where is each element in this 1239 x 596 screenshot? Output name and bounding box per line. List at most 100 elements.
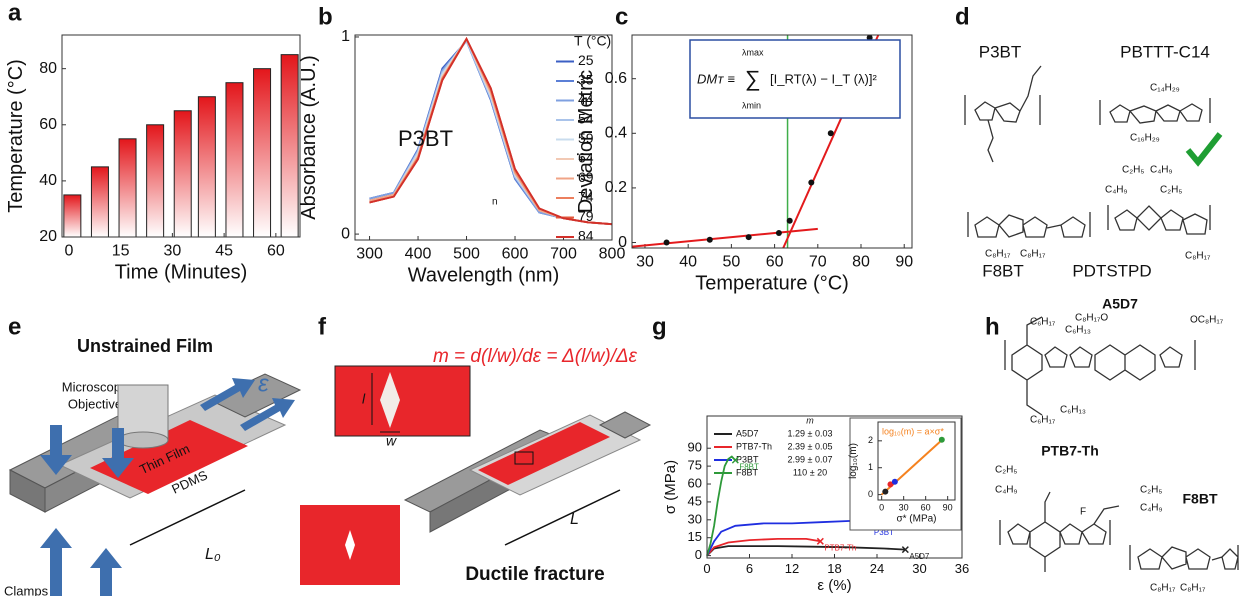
panel-label: b: [318, 3, 333, 30]
side-chain: C₂H₅: [995, 465, 1017, 476]
legend-label: 54: [578, 111, 594, 127]
side-chain: C₈H₁₇: [985, 249, 1011, 260]
plot-frame: [354, 34, 613, 241]
x-tick-label: 500: [453, 246, 480, 263]
panel-label: d: [955, 3, 970, 30]
x-tick-label: 18: [827, 561, 841, 576]
legend-label: 25: [578, 52, 594, 68]
bar: [280, 54, 299, 238]
strain-arrow: [200, 378, 255, 411]
polymer-name: PBTTT-C14: [1120, 42, 1210, 61]
y-axis-label: Temperature (°C): [5, 59, 27, 213]
legend-label: 84: [578, 228, 594, 244]
legend-label: 69: [578, 169, 594, 185]
equation-box: [689, 39, 901, 119]
point: [775, 229, 782, 236]
equation: λmin: [742, 100, 761, 110]
thin-film: [478, 422, 610, 485]
legend-title: T (°C): [574, 33, 611, 49]
x-tick-label: 30: [899, 502, 909, 512]
x-tick-label: 60: [921, 502, 931, 512]
end-marker: [731, 456, 739, 464]
x-tick-label: 30: [912, 561, 926, 576]
point: [866, 34, 873, 41]
side-chain: C₈H₁₇: [1180, 583, 1206, 594]
polymer-name: PDTSTPD: [1072, 261, 1151, 280]
side-chain: C₄H₉: [1140, 503, 1163, 514]
y-tick-label: 0.4: [605, 125, 627, 142]
y-tick-label: 0: [618, 234, 627, 251]
legend-label: P3BT: [736, 454, 759, 464]
plot-frame: [61, 34, 301, 238]
molecule-label: P3BT: [398, 126, 453, 151]
side-chain: C₆H₁₇: [1030, 415, 1056, 426]
point: [938, 436, 945, 443]
clamp-arrow: [90, 548, 122, 596]
x-tick-label: 15: [112, 243, 130, 260]
end-label: A5D7: [909, 552, 930, 561]
end-marker: [901, 546, 909, 554]
point: [887, 481, 894, 488]
side-chain: C₂H₅: [1160, 185, 1182, 196]
structure: [1107, 205, 1211, 235]
end-marker: [816, 537, 824, 545]
panel-e: Unstrained Film Microscope Objective Thi…: [4, 336, 302, 596]
point: [891, 478, 898, 485]
legend-value: 110 ± 20: [793, 467, 827, 477]
structure: [1004, 316, 1196, 416]
x-axis-label: Temperature (°C): [695, 273, 849, 295]
fit-line: [631, 227, 818, 248]
side-chain: C₆H₁₃: [1065, 325, 1091, 336]
structure: [999, 491, 1120, 572]
panel-f: m = d(l/w)/dε = Δ(l/w)/Δε l w L Ductile …: [300, 346, 652, 585]
side-chain: C₆H₁₃: [1060, 405, 1086, 416]
length-arrow: [504, 489, 621, 546]
equation: λmax: [742, 47, 764, 57]
y-tick-label: 30: [688, 511, 702, 526]
y-tick-label: 1: [868, 462, 873, 472]
structure: [1099, 98, 1211, 125]
panel-label: h: [985, 313, 1000, 340]
polymer-name: P3BT: [979, 42, 1022, 61]
fit-annotation: log₁₀(m) = a×σ*: [882, 426, 944, 436]
y-tick-label: 80: [39, 60, 57, 77]
legend-label: A5D7: [736, 428, 759, 438]
side-chain: C₄H₉: [1105, 185, 1128, 196]
x-tick-label: 700: [550, 246, 577, 263]
panel-label: c: [615, 3, 628, 30]
thin-film: [90, 420, 248, 494]
side-chain: F: [1080, 507, 1086, 518]
point: [663, 239, 670, 246]
polymer-name: A5D7: [1102, 296, 1138, 312]
callout: Microscope: [62, 379, 128, 394]
panel-h: A5D7 PTB7-Th F8BT C₆H₁₇ C₆H₁₃ C₈H₁₇O OC₈…: [995, 296, 1239, 594]
legend-label: 59: [578, 130, 594, 146]
x-tick-label: 70: [809, 254, 827, 271]
y-tick-label: 45: [688, 493, 702, 508]
y-axis-label: log₁₀(m): [848, 443, 859, 479]
x-tick-label: 30: [163, 243, 181, 260]
bar: [253, 68, 272, 238]
y-axis-label: σ (MPa): [662, 460, 679, 514]
end-label: P3BT: [874, 528, 894, 537]
caption: Ductile fracture: [465, 564, 604, 585]
bar: [197, 96, 216, 238]
length-arrow: [129, 489, 246, 546]
x-tick-label: 300: [356, 246, 383, 263]
series-line: [706, 455, 736, 556]
x-tick-label: 60: [766, 254, 784, 271]
panel-title: Unstrained Film: [77, 336, 213, 356]
point: [827, 130, 834, 137]
y-tick-label: 0.2: [605, 179, 627, 196]
legend-label: 35: [578, 72, 594, 88]
y-tick-label: 60: [39, 116, 57, 133]
legend-label: 64: [578, 150, 594, 166]
y-tick-label: 0: [868, 489, 873, 499]
crack: [345, 530, 355, 560]
legend-value: 1.29 ± 0.03: [788, 428, 833, 438]
polymer-name: F8BT: [982, 261, 1024, 280]
repeat-label: n: [492, 197, 498, 208]
x-tick-label: 36: [955, 561, 969, 576]
legend-label: F8BT: [736, 467, 759, 477]
series-line: [706, 545, 906, 557]
